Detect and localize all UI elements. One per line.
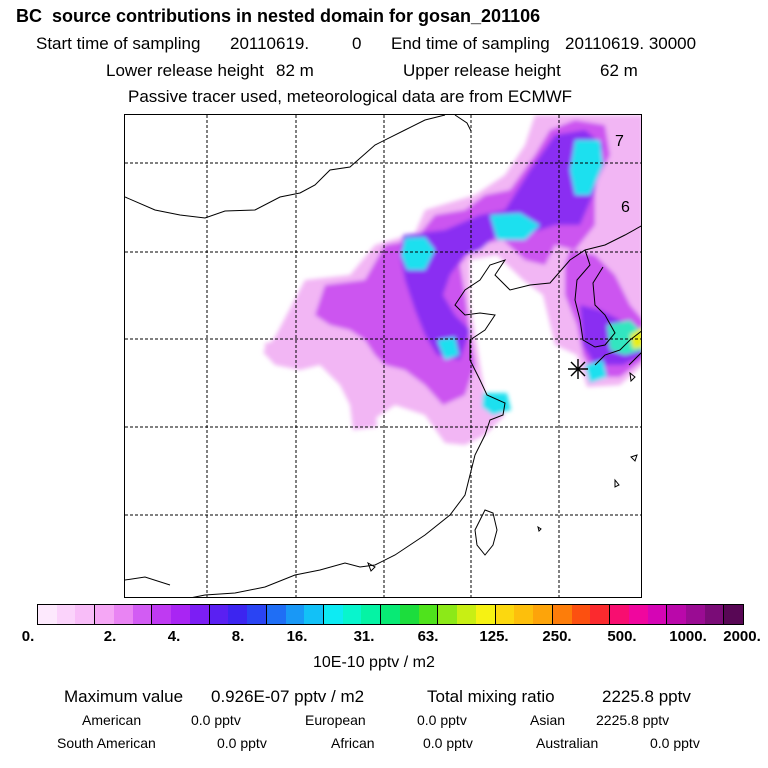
- colorbar-segment: [132, 605, 153, 624]
- colorbar-segment: [209, 605, 229, 624]
- colorbar-segment: [533, 605, 553, 624]
- colorbar-tick: 500.: [607, 628, 637, 645]
- colorbar-segment: [571, 605, 591, 624]
- region-name: African: [331, 735, 375, 751]
- start-time-extra: 0: [352, 34, 362, 53]
- total-mixing-label: Total mixing ratio: [427, 687, 555, 706]
- upper-release-label: Upper release height: [403, 61, 561, 80]
- region-value: 0.0 pptv: [217, 735, 267, 751]
- upper-release-value: 62 m: [600, 61, 638, 80]
- colorbar-segment: [610, 605, 629, 624]
- colorbar-tick: 4.: [167, 628, 181, 645]
- region-value: 0.0 pptv: [191, 712, 241, 728]
- colorbar-segment: [361, 605, 382, 624]
- colorbar-segment: [189, 605, 210, 624]
- colorbar-tick: 2000.: [723, 628, 761, 645]
- colorbar-segment: [667, 605, 686, 624]
- start-time-value: 20110619.: [230, 34, 310, 53]
- colorbar-segment: [152, 605, 172, 624]
- colorbar-segment: [171, 605, 190, 624]
- plume-west-patch: [265, 341, 285, 355]
- colorbar-segment: [285, 605, 305, 624]
- colorbar-segment: [552, 605, 572, 624]
- region-name: Australian: [536, 735, 599, 751]
- colorbar-segment: [628, 605, 648, 624]
- coastlines-borders: [125, 115, 641, 597]
- tracer-note: Passive tracer used, meteorological data…: [128, 87, 573, 106]
- colorbar-segment: [418, 605, 439, 624]
- colorbar-segment: [75, 605, 96, 624]
- receptor-marker: [568, 359, 588, 379]
- colorbar-segment: [381, 605, 400, 624]
- start-time-label: Start time of sampling: [36, 34, 201, 53]
- map-panel: 7 6: [124, 114, 642, 598]
- colorbar-tick: 31.: [353, 628, 375, 645]
- region-name: American: [82, 712, 142, 728]
- colorbar-tick: 250.: [542, 628, 572, 645]
- region-name: Asian: [530, 712, 566, 728]
- colorbar-segment: [399, 605, 419, 624]
- colorbar-tick: 2.: [103, 628, 117, 645]
- colorbar-segment: [113, 605, 133, 624]
- colorbar-segment: [247, 605, 267, 624]
- colorbar-segment: [38, 605, 57, 624]
- colorbar-segment: [704, 605, 725, 624]
- colorbar-segment: [438, 605, 458, 624]
- colorbar-tick: 8.: [231, 628, 245, 645]
- hotspot-korea: [585, 360, 607, 383]
- colorbar-segment: [228, 605, 248, 624]
- colorbar-segment: [56, 605, 76, 624]
- total-mixing-value: 2225.8 pptv: [602, 687, 691, 706]
- end-time-value: 20110619. 30000: [565, 34, 697, 53]
- colorbar-units: 10E-10 pptv / m2: [313, 654, 435, 671]
- plume-south-patch: [350, 405, 377, 430]
- colorbar-segment: [724, 605, 744, 624]
- grid-lines: [125, 115, 641, 597]
- colorbar-segment: [685, 605, 705, 624]
- map-label-7: 7: [615, 133, 624, 150]
- region-value: 0.0 pptv: [423, 735, 473, 751]
- plot-title: BC source contributions in nested domain…: [16, 6, 541, 26]
- colorbar-segment: [304, 605, 325, 624]
- colorbar-segment: [342, 605, 362, 624]
- colorbar-tick: 63.: [417, 628, 439, 645]
- colorbar-tick: 125.: [479, 628, 509, 645]
- colorbar-segment: [266, 605, 286, 624]
- hotspot-shandong: [437, 337, 459, 360]
- hotspot-beijing: [401, 237, 435, 270]
- colorbar-segment: [475, 605, 496, 624]
- region-value: 2225.8 pptv: [596, 712, 670, 728]
- region-value: 0.0 pptv: [650, 735, 700, 751]
- lower-release-label: Lower release height: [106, 61, 264, 80]
- colorbar-tick: 0.: [21, 628, 35, 645]
- colorbar-segment: [457, 605, 476, 624]
- region-name: European: [305, 712, 366, 728]
- map-label-6: 6: [621, 199, 630, 216]
- colorbar-segment: [95, 605, 114, 624]
- colorbar-tick: 1000.: [669, 628, 707, 645]
- region-value: 0.0 pptv: [417, 712, 467, 728]
- colorbar-tick: 16.: [286, 628, 308, 645]
- colorbar-segment: [324, 605, 343, 624]
- end-time-label: End time of sampling: [391, 34, 550, 53]
- lower-release-value: 82 m: [276, 61, 314, 80]
- colorbar-segment: [514, 605, 534, 624]
- plume-core-violet: [400, 130, 603, 360]
- concentration-field: [263, 115, 641, 445]
- hotspot-northeast: [570, 140, 603, 195]
- colorbar-segment: [495, 605, 515, 624]
- colorbar-segment: [647, 605, 668, 624]
- max-value-label: Maximum value: [64, 687, 184, 706]
- colorbar-segment: [590, 605, 611, 624]
- colorbar: [37, 604, 744, 625]
- region-name: South American: [57, 735, 156, 751]
- max-value: 0.926E-07 pptv / m2: [211, 687, 365, 706]
- map-canvas: 7 6: [125, 115, 641, 597]
- hotspot-north: [490, 213, 540, 240]
